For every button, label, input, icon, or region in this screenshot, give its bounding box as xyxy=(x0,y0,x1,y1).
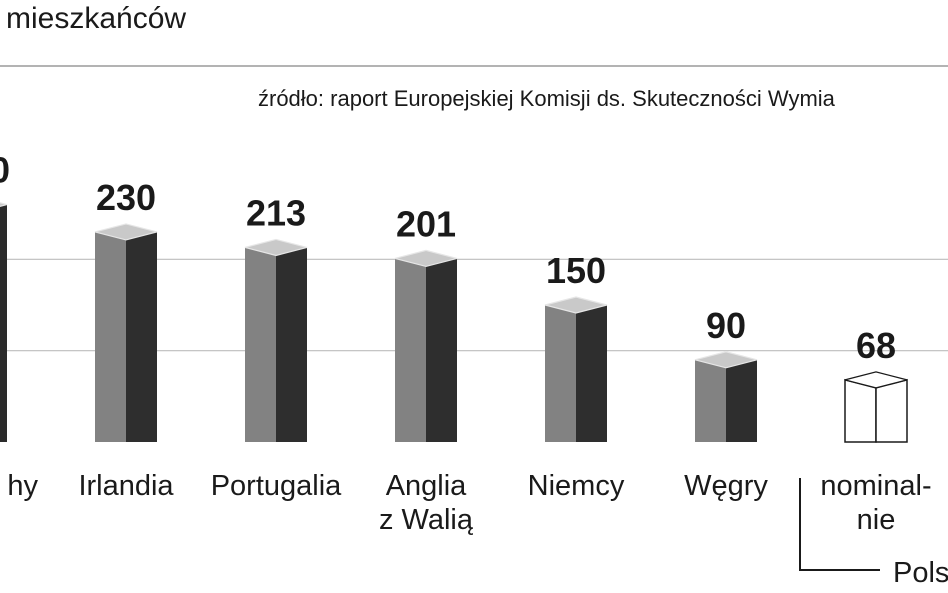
group-label: Pols xyxy=(893,557,948,589)
bar-front xyxy=(395,258,426,442)
value-label: 213 xyxy=(246,192,306,233)
bar-front xyxy=(245,247,276,442)
bar xyxy=(544,296,608,442)
value-label: 68 xyxy=(856,325,896,366)
bar xyxy=(244,238,308,442)
bar-front xyxy=(545,305,576,442)
x-tick-label: hy xyxy=(7,470,38,502)
bar xyxy=(844,371,908,443)
bar-top xyxy=(0,202,8,207)
bar-side xyxy=(426,258,457,442)
bar-side xyxy=(276,247,307,442)
value-label: 90 xyxy=(706,305,746,346)
chart-title: mieszkańców xyxy=(6,2,186,35)
bar-top xyxy=(94,223,158,241)
value-label: 201 xyxy=(396,203,456,244)
bar-top xyxy=(694,351,758,369)
bar-top xyxy=(844,371,908,389)
bar xyxy=(394,249,458,442)
x-tick-label: Anglia z Walią xyxy=(379,470,474,536)
bar xyxy=(694,351,758,442)
bar-top xyxy=(394,249,458,268)
value-label: 260 xyxy=(0,150,10,191)
source-note: źródło: raport Europejskiej Komisji ds. … xyxy=(258,86,836,111)
bar-side xyxy=(126,231,157,442)
bar-side xyxy=(726,359,757,442)
bar-side xyxy=(576,305,607,442)
bar-front xyxy=(95,231,126,442)
x-tick-label: Węgry xyxy=(684,470,768,502)
bar-top xyxy=(544,296,608,314)
x-tick-label: Irlandia xyxy=(78,470,174,502)
bar xyxy=(0,202,8,442)
bar xyxy=(94,223,158,442)
value-label: 150 xyxy=(546,250,606,291)
bar-front xyxy=(844,378,877,443)
bar-side xyxy=(0,204,7,442)
x-tick-label: Niemcy xyxy=(528,470,625,502)
value-label: 230 xyxy=(96,177,156,218)
bar-side xyxy=(875,378,908,443)
bar-top xyxy=(244,238,308,257)
x-tick-label: nominal-nie xyxy=(820,470,931,536)
x-tick-label: Portugalia xyxy=(211,470,342,502)
group-bracket xyxy=(799,478,880,571)
bar-front xyxy=(695,359,726,442)
